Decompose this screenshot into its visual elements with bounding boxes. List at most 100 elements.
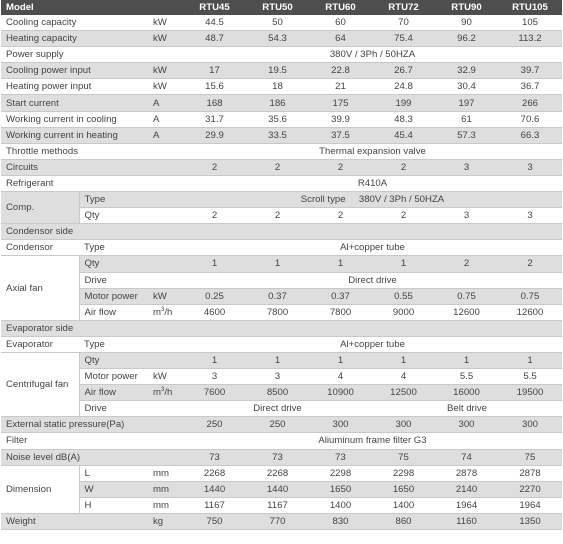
- unit-cell: kW: [153, 30, 183, 48]
- value-cell: 3: [498, 207, 562, 225]
- model-header-label: Model: [1, 0, 183, 15]
- value-cell: 250: [246, 416, 309, 434]
- sub-label: W: [78, 481, 153, 498]
- sub-label: Air flow: [78, 304, 153, 321]
- model-rtu72: RTU72: [372, 0, 435, 15]
- value-cell: 70: [372, 14, 435, 32]
- value-cell: 1: [246, 352, 309, 370]
- value-cell: 300: [372, 416, 435, 434]
- value-cell: 19500: [498, 384, 562, 402]
- value-cell: 3: [183, 368, 246, 386]
- value-cell: 0.55: [372, 288, 435, 305]
- unit-cell: kW: [153, 62, 183, 80]
- sub-label: Qty: [78, 352, 183, 370]
- value-cell: 1: [435, 352, 498, 370]
- value-cell: 1440: [246, 481, 309, 498]
- value-cell: 73: [246, 449, 309, 466]
- sub-label: Drive: [78, 272, 183, 289]
- table-row: Circuits 2 2 2 2 3 3: [1, 159, 562, 176]
- table-row: Drive Direct drive: [1, 272, 562, 289]
- sub-label: Type: [79, 239, 183, 257]
- table-row: Heating capacity kW 48.7 54.3 64 75.4 96…: [1, 30, 562, 48]
- value-cell: 250: [183, 416, 246, 434]
- sub-label: Motor power: [78, 368, 153, 386]
- model-rtu90: RTU90: [435, 0, 498, 15]
- value-cell: 1167: [246, 497, 309, 514]
- row-label: Circuits: [1, 159, 183, 176]
- value-cell: 24.8: [372, 78, 435, 96]
- value-cell: 2140: [435, 481, 498, 498]
- value-cell: 73: [183, 449, 246, 466]
- value-span: Thermal expansion valve: [183, 143, 562, 160]
- row-label: External static pressure(Pa): [1, 416, 183, 434]
- unit-cell: A: [153, 111, 183, 128]
- unit-exponent: 3: [161, 387, 165, 394]
- row-label: Weight: [1, 513, 153, 531]
- value-cell: 60: [309, 14, 372, 32]
- value-cell: 48.7: [183, 30, 246, 48]
- value-cell: 300: [309, 416, 372, 434]
- table-row: Qty 2 2 2 2 3 3: [1, 207, 562, 225]
- value-span: Al+copper tube: [183, 239, 562, 257]
- unit-base: m: [153, 387, 161, 399]
- value-cell: 266: [498, 94, 562, 112]
- value-span: 380V / 3Ph / 50HZA: [183, 46, 562, 64]
- value-cell: 39.7: [498, 62, 562, 80]
- row-label: Evaporator: [1, 336, 79, 353]
- table-row: Centrifugal fan Qty 1 1 1 1 1 1: [1, 352, 562, 418]
- value-cell: 39.9: [309, 111, 372, 128]
- unit-cell: A: [153, 127, 183, 144]
- value-cell: 32.9: [435, 62, 498, 80]
- value-cell: 31.7: [183, 111, 246, 128]
- row-label: Condensor: [1, 239, 79, 257]
- row-label: Working current in cooling: [1, 111, 153, 128]
- sub-label: Air flow: [78, 384, 153, 402]
- value-cell: 96.2: [435, 30, 498, 48]
- value-cell: 0.75: [435, 288, 498, 305]
- unit-cell: m3/h: [153, 384, 183, 402]
- table-row: Air flow m3/h 7600 8500 10900 12500 1600…: [1, 384, 562, 402]
- value-cell: 1964: [498, 497, 562, 514]
- sub-label: Drive: [78, 400, 183, 418]
- value-cell: 2268: [246, 465, 309, 482]
- value-cell: 2: [435, 255, 498, 273]
- row-label: Filter: [1, 432, 183, 450]
- value-cell: 113.2: [498, 30, 562, 48]
- value-cell: 73: [309, 449, 372, 466]
- value-cell: 12600: [498, 304, 562, 321]
- value-cell: 300: [435, 416, 498, 434]
- value-cell: 19.5: [246, 62, 309, 80]
- value-cell: 1: [183, 352, 246, 370]
- table-row: Weight kg 750 770 830 860 1160 1350: [1, 513, 562, 531]
- value-span: Belt drive: [372, 400, 562, 418]
- table-row: H mm 1167 1167 1400 1400 1964 1964: [1, 497, 562, 514]
- unit-cell: A: [153, 94, 183, 112]
- value-cell: 1: [309, 255, 372, 273]
- value-cell: 1650: [372, 481, 435, 498]
- value-cell: 70.6: [498, 111, 562, 128]
- value-cell: 10900: [309, 384, 372, 402]
- value-cell: 3: [246, 368, 309, 386]
- value-cell: 2: [498, 255, 562, 273]
- value-span: Aliuminum frame filter G3: [183, 432, 562, 450]
- table-row: Motor power kW 3 3 4 4 5.5 5.5: [1, 368, 562, 386]
- section-heading: Evaporator side: [1, 320, 562, 337]
- spec-table: Model RTU45 RTU50 RTU60 RTU72 RTU90 RTU1…: [1, 0, 562, 531]
- value-cell: 1: [498, 352, 562, 370]
- value-cell: 186: [246, 94, 309, 112]
- table-row: Noise level dB(A) 73 73 73 75 74 75: [1, 449, 562, 466]
- sub-label: L: [78, 465, 153, 482]
- unit-cell: kW: [153, 78, 183, 96]
- value-cell: 5.5: [435, 368, 498, 386]
- value-cell: 2: [372, 207, 435, 225]
- unit-cell: kW: [153, 14, 183, 32]
- value-cell: 7800: [246, 304, 309, 321]
- value-cell: 197: [435, 94, 498, 112]
- value-cell: 830: [309, 513, 372, 531]
- value-cell: 18: [246, 78, 309, 96]
- value-cell: 45.4: [372, 127, 435, 144]
- model-rtu45: RTU45: [183, 0, 246, 15]
- value-cell: 15.6: [183, 78, 246, 96]
- value-cell: 2: [372, 159, 435, 176]
- value-cell: 8500: [246, 384, 309, 402]
